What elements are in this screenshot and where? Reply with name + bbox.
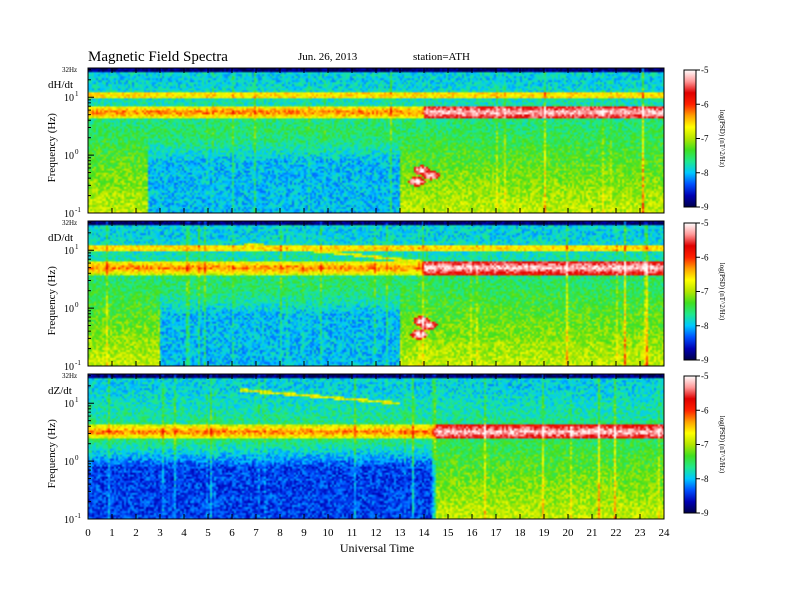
y-tick-exponent: 0 — [75, 454, 79, 462]
x-tick-label: 5 — [205, 527, 211, 539]
y-tick-exponent: 0 — [75, 148, 79, 156]
x-tick-label: 14 — [419, 527, 431, 539]
colorbar-tick-label: -5 — [701, 371, 709, 381]
x-tick-label: 20 — [563, 527, 575, 539]
x-tick-label: 23 — [635, 527, 647, 539]
y-axis-label: Frequency (Hz) — [46, 113, 58, 183]
x-tick-label: 1 — [109, 527, 115, 539]
colorbar-tick-label: -8 — [701, 321, 709, 331]
component-label: dZ/dt — [48, 385, 72, 397]
x-tick-label: 7 — [253, 527, 259, 539]
spectrogram-image — [88, 68, 664, 213]
colorbar — [683, 375, 697, 514]
x-tick-label: 2 — [133, 527, 139, 539]
y-axis-label: Frequency (Hz) — [46, 419, 58, 489]
top-frequency-label: 32Hz — [62, 372, 77, 380]
x-tick-label: 19 — [539, 527, 551, 539]
y-tick-exponent: 1 — [75, 90, 79, 98]
y-tick-label: 10 — [64, 515, 74, 526]
x-tick-label: 18 — [515, 527, 527, 539]
colorbar-tick-label: -8 — [701, 168, 709, 178]
colorbar-tick-label: -5 — [701, 65, 709, 75]
y-tick-exponent: -1 — [75, 359, 81, 367]
colorbar-label: log(PSD) (nT^2/Hz) — [718, 110, 726, 168]
colorbar-label: log(PSD) (nT^2/Hz) — [718, 263, 726, 321]
y-tick-label: 10 — [64, 457, 74, 468]
x-tick-label: 15 — [443, 527, 455, 539]
y-axis-label: Frequency (Hz) — [46, 266, 58, 336]
colorbar-tick-label: -6 — [701, 99, 709, 109]
y-tick-label: 10 — [64, 246, 74, 257]
y-tick-exponent: -1 — [75, 206, 81, 214]
y-tick-label: 10 — [64, 151, 74, 162]
x-tick-label: 21 — [587, 527, 598, 539]
y-tick-label: 10 — [64, 362, 74, 373]
colorbar-tick-label: -6 — [701, 252, 709, 262]
station-label: station=ATH — [413, 51, 470, 63]
x-tick-label: 17 — [491, 527, 503, 539]
x-tick-label: 9 — [301, 527, 307, 539]
colorbar-tick-label: -9 — [701, 355, 709, 365]
top-frequency-label: 32Hz — [62, 219, 77, 227]
y-tick-label: 10 — [64, 399, 74, 410]
top-frequency-label: 32Hz — [62, 66, 77, 74]
x-tick-label: 3 — [157, 527, 163, 539]
colorbar-tick-label: -8 — [701, 474, 709, 484]
figure-title: Magnetic Field Spectra — [88, 49, 228, 65]
component-label: dH/dt — [48, 79, 73, 91]
x-axis: 0 1 2 3 4 5 6 7 8 9 10 11 12 13 14 15 16 17 18 19 20 21 22 23 24 — [85, 527, 670, 539]
colorbar-tick-label: -5 — [701, 218, 709, 228]
x-tick-label: 10 — [323, 527, 335, 539]
colorbar — [683, 69, 697, 208]
spectrogram-image — [88, 374, 664, 519]
colorbar-tick-label: -6 — [701, 405, 709, 415]
colorbar — [683, 222, 697, 361]
y-tick-exponent: -1 — [75, 512, 81, 520]
colorbar-label: log(PSD) (nT^2/Hz) — [718, 416, 726, 474]
x-tick-label: 8 — [277, 527, 283, 539]
date-label: Jun. 26, 2013 — [298, 51, 358, 63]
x-tick-label: 0 — [85, 527, 91, 539]
y-tick-exponent: 1 — [75, 243, 79, 251]
x-tick-label: 11 — [347, 527, 358, 539]
x-tick-label: 22 — [611, 527, 622, 539]
x-tick-label: 12 — [371, 527, 382, 539]
colorbar-tick-label: -9 — [701, 202, 709, 212]
y-tick-label: 10 — [64, 93, 74, 104]
component-label: dD/dt — [48, 232, 73, 244]
x-tick-label: 6 — [229, 527, 235, 539]
colorbar-tick-label: -7 — [701, 440, 709, 450]
colorbar-tick-label: -9 — [701, 508, 709, 518]
y-tick-label: 10 — [64, 304, 74, 315]
colorbar-tick-label: -7 — [701, 287, 709, 297]
x-tick-label: 16 — [467, 527, 479, 539]
x-tick-label: 13 — [395, 527, 407, 539]
x-tick-label: 4 — [181, 527, 187, 539]
spectrogram-image — [88, 221, 664, 366]
y-tick-label: 10 — [64, 209, 74, 220]
colorbar-tick-label: -7 — [701, 134, 709, 144]
y-tick-exponent: 1 — [75, 396, 79, 404]
y-tick-exponent: 0 — [75, 301, 79, 309]
x-axis-label: Universal Time — [340, 541, 414, 555]
x-tick-label: 24 — [659, 527, 671, 539]
